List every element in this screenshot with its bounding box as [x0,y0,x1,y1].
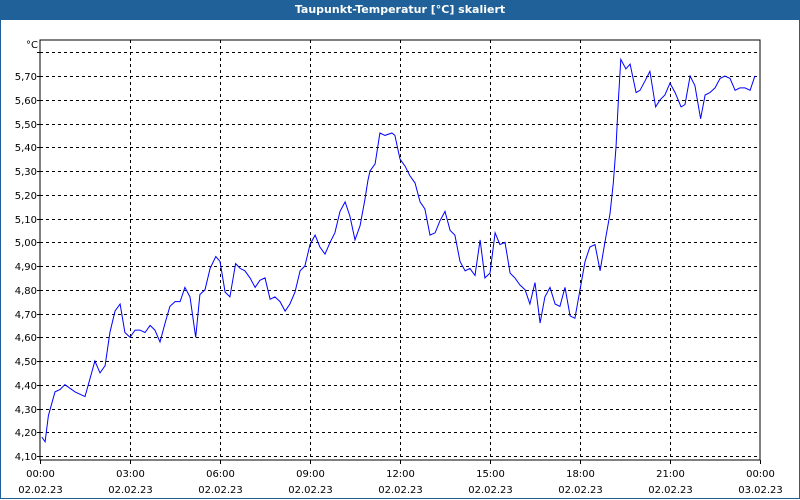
y-tick-label: 4,60 [15,333,37,344]
x-tick-time-label: 03:00 [116,469,145,480]
y-tick-label: 4,90 [15,262,37,273]
y-tick-label: 4,70 [15,310,37,321]
x-tick-date-label: 02.02.23 [378,485,423,496]
plot-border [39,39,761,461]
x-tick-time-label: 00:00 [26,469,55,480]
y-tick-label: 4,40 [15,381,37,392]
x-tick-date-label: 02.02.23 [558,485,603,496]
x-tick-date-label: 02.02.23 [108,485,153,496]
x-tick-time-label: 18:00 [566,469,595,480]
x-tick-date-label: 03.02.23 [738,485,783,496]
grid [37,40,761,464]
y-tick-label: 5,30 [15,167,37,178]
y-tick-label: 4,20 [15,428,37,439]
y-tick-label: 5,60 [15,96,37,107]
y-tick-label: 5,20 [15,191,37,202]
y-tick-label: 4,50 [15,357,37,368]
y-tick-label: 5,10 [15,215,37,226]
x-tick-time-label: 15:00 [476,469,505,480]
x-tick-date-label: 02.02.23 [288,485,333,496]
y-axis-ticks: 4,10 4,20 4,30 4,40 4,50 4,60 4,70 4,80 4,90 5,00… [15,72,37,463]
y-tick-label: 5,00 [15,238,37,249]
x-axis-ticks: 00:00 02.02.23 03:00 02.02.23 06:00 02.02.23 0… [18,469,783,496]
x-tick-date-label: 02.02.23 [18,485,63,496]
y-tick-label: 5,70 [15,72,37,83]
y-tick-label: 5,40 [15,143,37,154]
x-tick-time-label: 06:00 [206,469,235,480]
x-tick-time-label: 09:00 [296,469,325,480]
x-tick-time-label: 12:00 [386,469,415,480]
x-tick-date-label: 02.02.23 [198,485,243,496]
x-tick-date-label: 02.02.23 [468,485,513,496]
chart-title: Taupunkt-Temperatur [°C] skaliert [0,0,800,20]
y-tick-label: 5,50 [15,120,37,131]
x-tick-date-label: 02.02.23 [648,485,693,496]
y-tick-label: 4,30 [15,405,37,416]
y-tick-label: 4,10 [15,452,37,463]
x-tick-time-label: 21:00 [656,469,685,480]
series-line [41,57,756,444]
y-tick-label: 4,80 [15,286,37,297]
y-axis-unit-label: °C [26,40,38,51]
x-tick-time-label: 00:00 [746,469,775,480]
